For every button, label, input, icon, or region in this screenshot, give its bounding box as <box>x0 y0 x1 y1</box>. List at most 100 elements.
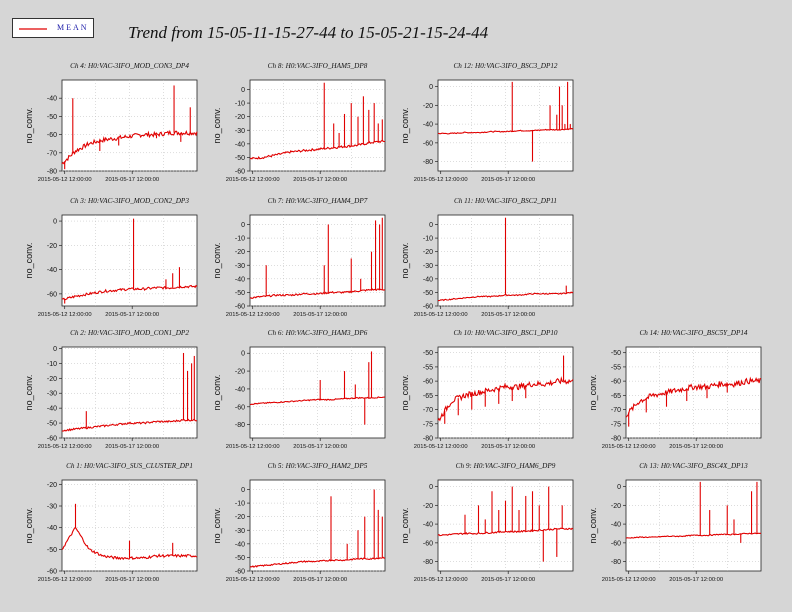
y-tick-label: -40 <box>235 541 245 548</box>
chart-title: Ch 13: H0:VAC-3IFO_BSC4X_DP13 <box>639 462 748 470</box>
page-title: Trend from 15-05-11-15-27-44 to 15-05-21… <box>128 23 489 42</box>
y-tick-label: -40 <box>47 96 57 103</box>
x-tick-label: 2015-05-12 12:00:00 <box>226 577 280 583</box>
y-tick-label: -50 <box>423 290 433 297</box>
legend-label: MEAN <box>57 23 89 32</box>
y-tick-label: -60 <box>235 304 245 311</box>
y-tick-label: -30 <box>47 504 57 511</box>
chart-title: Ch 4: H0:VAC-3IFO_MOD_CON3_DP4 <box>70 62 189 70</box>
y-tick-label: -20 <box>47 243 57 250</box>
y-axis-label: no_conv. <box>212 108 222 144</box>
series-line <box>249 288 386 299</box>
y-tick-label: -60 <box>47 291 57 298</box>
y-tick-label: -10 <box>235 501 245 508</box>
y-tick-label: -50 <box>611 350 621 357</box>
chart-title: Ch 1: H0:VAC-3IFO_SUS_CLUSTER_DP1 <box>66 462 193 470</box>
y-tick-label: -40 <box>423 122 433 129</box>
y-tick-label: -10 <box>235 101 245 108</box>
series-line <box>625 532 762 539</box>
x-tick-label: 2015-05-17 12:00:00 <box>105 177 159 183</box>
y-tick-label: -10 <box>423 236 433 243</box>
x-tick-label: 2015-05-12 12:00:00 <box>38 577 92 583</box>
y-tick-label: -60 <box>235 169 245 176</box>
chart-panel: Ch 11: H0:VAC-3IFO_BSC2_DP11 0 -10 -20 -30 -4… <box>400 197 574 318</box>
y-tick-label: -50 <box>47 114 57 121</box>
y-axis-label: no_conv. <box>400 375 410 411</box>
y-tick-label: 0 <box>241 222 245 229</box>
series-line <box>249 396 386 406</box>
x-tick-label: 2015-05-17 12:00:00 <box>293 577 347 583</box>
x-tick-label: 2015-05-17 12:00:00 <box>481 444 535 450</box>
y-tick-label: -20 <box>47 482 57 489</box>
legend: MEAN <box>12 18 94 38</box>
y-tick-label: -40 <box>423 522 433 529</box>
series-line <box>61 418 198 432</box>
y-tick-label: -80 <box>423 559 433 566</box>
y-tick-label: -20 <box>235 114 245 121</box>
y-tick-label: -40 <box>611 522 621 529</box>
y-tick-label: -20 <box>47 376 57 383</box>
series-line <box>625 376 762 418</box>
y-tick-label: -70 <box>423 407 433 414</box>
y-axis-label: no_conv. <box>212 243 222 279</box>
y-tick-label: 0 <box>617 484 621 491</box>
x-tick-label: 2015-05-17 12:00:00 <box>481 177 535 183</box>
x-tick-label: 2015-05-12 12:00:00 <box>226 177 280 183</box>
y-tick-label: -65 <box>423 393 433 400</box>
chart-title: Ch 10: H0:VAC-3IFO_BSC1_DP10 <box>453 329 557 337</box>
chart-panel: Ch 8: H0:VAC-3IFO_HAM5_DP8 0 -10 -20 -30 -40 -… <box>212 62 386 183</box>
chart-title: Ch 7: H0:VAC-3IFO_HAM4_DP7 <box>268 197 368 205</box>
y-tick-label: 0 <box>53 346 57 353</box>
y-tick-label: -60 <box>423 379 433 386</box>
y-axis-label: no_conv. <box>212 508 222 544</box>
y-tick-label: -20 <box>235 369 245 376</box>
y-tick-label: 0 <box>429 222 433 229</box>
chart-panel: Ch 3: H0:VAC-3IFO_MOD_CON2_DP3 0 -20 -40 -60… <box>24 197 198 318</box>
y-axis-label: no_conv. <box>24 375 34 411</box>
series-line <box>249 139 386 160</box>
x-tick-label: 2015-05-17 12:00:00 <box>105 312 159 318</box>
x-tick-label: 2015-05-12 12:00:00 <box>414 312 468 318</box>
chart-panel: Ch 12: H0:VAC-3IFO_BSC3_DP12 0 -20 -40 -60 -8… <box>400 62 574 183</box>
y-tick-label: -10 <box>47 361 57 368</box>
y-tick-label: -20 <box>423 103 433 110</box>
y-tick-label: -50 <box>235 290 245 297</box>
y-tick-label: -30 <box>423 263 433 270</box>
y-tick-label: -50 <box>235 155 245 162</box>
y-axis-label: no_conv. <box>588 508 598 544</box>
y-axis-label: no_conv. <box>24 508 34 544</box>
y-tick-label: -50 <box>47 421 57 428</box>
y-tick-label: -80 <box>423 436 433 443</box>
x-tick-label: 2015-05-17 12:00:00 <box>293 177 347 183</box>
y-tick-label: -50 <box>47 547 57 554</box>
y-tick-label: -70 <box>47 150 57 157</box>
y-tick-label: -55 <box>423 364 433 371</box>
y-tick-label: -30 <box>47 391 57 398</box>
y-tick-label: -40 <box>423 276 433 283</box>
y-tick-label: -20 <box>423 503 433 510</box>
chart-title: Ch 12: H0:VAC-3IFO_BSC3_DP12 <box>453 62 557 70</box>
y-tick-label: -40 <box>47 406 57 413</box>
y-tick-label: -80 <box>235 422 245 429</box>
chart-title: Ch 14: H0:VAC-3IFO_BSC5Y_DP14 <box>639 329 747 337</box>
y-tick-label: -60 <box>235 569 245 576</box>
y-tick-label: -75 <box>423 421 433 428</box>
y-tick-label: 0 <box>241 351 245 358</box>
y-tick-label: -40 <box>235 386 245 393</box>
series-line <box>61 527 198 561</box>
y-tick-label: -30 <box>235 128 245 135</box>
x-tick-label: 2015-05-12 12:00:00 <box>414 577 468 583</box>
chart-title: Ch 6: H0:VAC-3IFO_HAM3_DP6 <box>268 329 368 337</box>
y-tick-label: -80 <box>47 169 57 176</box>
chart-title: Ch 11: H0:VAC-3IFO_BSC2_DP11 <box>454 197 557 205</box>
y-tick-label: -20 <box>235 249 245 256</box>
y-tick-label: 0 <box>53 219 57 226</box>
chart-title: Ch 5: H0:VAC-3IFO_HAM2_DP5 <box>268 462 368 470</box>
x-tick-label: 2015-05-12 12:00:00 <box>226 444 280 450</box>
y-tick-label: 0 <box>241 487 245 494</box>
x-tick-label: 2015-05-17 12:00:00 <box>293 312 347 318</box>
chart-panel: Ch 13: H0:VAC-3IFO_BSC4X_DP13 0 -20 -40 -60 -… <box>588 462 762 583</box>
x-tick-label: 2015-05-12 12:00:00 <box>602 577 656 583</box>
chart-panel: Ch 7: H0:VAC-3IFO_HAM4_DP7 0 -10 -20 -30 -40 -… <box>212 197 386 318</box>
series-line <box>249 556 386 568</box>
